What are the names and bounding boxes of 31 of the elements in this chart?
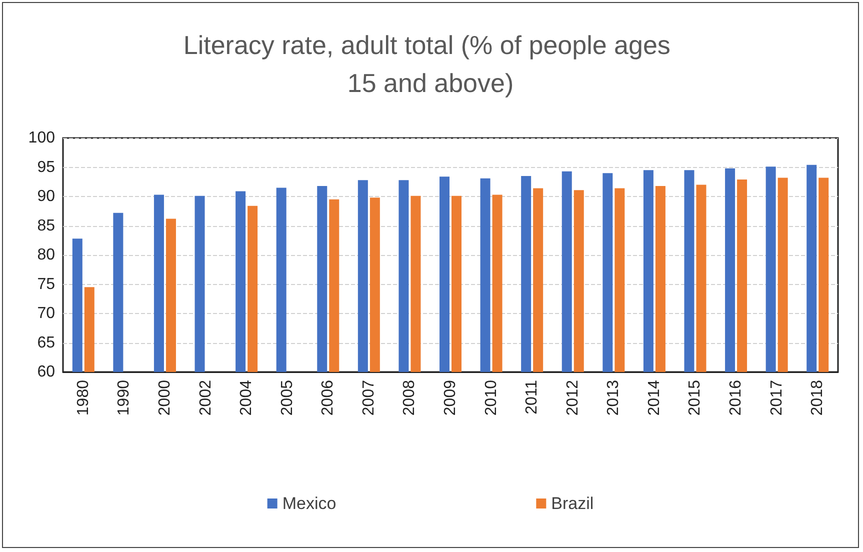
x-tick-label: 1990 bbox=[116, 380, 133, 416]
y-tick-label: 80 bbox=[37, 246, 56, 264]
x-tick-label: 2002 bbox=[197, 380, 214, 416]
y-tick-label: 75 bbox=[37, 276, 56, 293]
x-tick-label: 2007 bbox=[360, 380, 378, 416]
y-tick-label: 95 bbox=[37, 158, 56, 176]
y-tick-label: 60 bbox=[37, 364, 56, 380]
y-tick-label: 100 bbox=[28, 130, 56, 146]
x-tick-label: 2018 bbox=[809, 380, 826, 416]
x-tick-label: 1980 bbox=[74, 380, 92, 416]
chart-title: Literacy rate, adult total (% of people ages 15 and above) bbox=[183, 30, 678, 98]
x-tick-label: 2004 bbox=[238, 380, 256, 416]
x-tick-label: 2006 bbox=[320, 380, 337, 416]
x-tick-label: 2013 bbox=[605, 380, 622, 416]
y-tick-label: 85 bbox=[37, 217, 56, 234]
x-tick-label: 2014 bbox=[646, 380, 663, 416]
x-tick-label: 2016 bbox=[728, 380, 745, 416]
y-tick-label: 90 bbox=[37, 188, 56, 205]
x-tick-label: 2011 bbox=[524, 380, 541, 414]
legend-label: Brazil bbox=[551, 494, 594, 513]
x-tick-label: 2000 bbox=[156, 380, 174, 416]
x-tick-label: 2008 bbox=[401, 380, 418, 416]
x-tick-label: 2017 bbox=[768, 380, 786, 416]
x-tick-label: 2005 bbox=[278, 380, 296, 416]
y-tick-label: 70 bbox=[37, 305, 56, 322]
x-tick-label: 2012 bbox=[564, 380, 582, 416]
y-tick-label: 65 bbox=[37, 334, 56, 352]
x-tick-label: 2015 bbox=[686, 380, 704, 416]
x-tick-label: 2009 bbox=[442, 380, 459, 416]
x-tick-label: 2010 bbox=[482, 380, 500, 416]
legend-label: Mexico bbox=[282, 494, 336, 513]
